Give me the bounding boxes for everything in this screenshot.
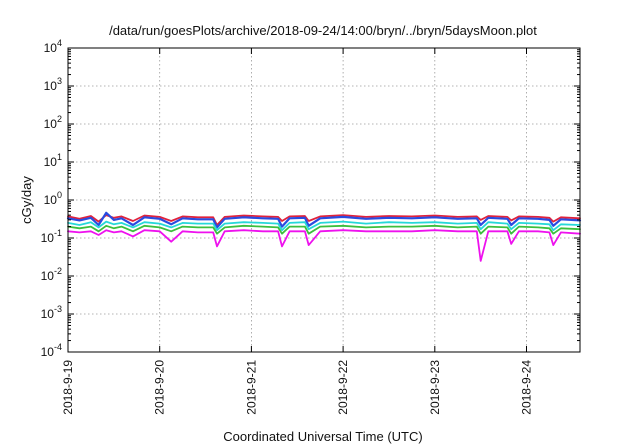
y-tick-base: 10 [44, 117, 58, 131]
y-tick-label: 101 [44, 152, 62, 169]
y-tick-base: 10 [41, 269, 55, 283]
x-tick-label: 2018-9-24 [520, 360, 534, 415]
y-tick-exponent: 3 [57, 76, 62, 86]
x-tick-labels: 2018-9-19 2018-9-20 2018-9-21 2018-9-22 2018… [61, 360, 534, 415]
y-tick-exponent: 2 [57, 114, 62, 124]
series-line-3 [67, 220, 581, 232]
x-tick-label: 2018-9-23 [428, 360, 442, 415]
y-tick-label: 103 [44, 76, 62, 93]
y-tick-label: 100 [44, 190, 62, 207]
series-line-1 [67, 214, 581, 226]
chart-title: /data/run/goesPlots/archive/2018-09-24/1… [109, 23, 537, 38]
series-line-2 [66, 211, 582, 229]
y-tick-exponent: 1 [57, 152, 62, 162]
y-tick-exponent: -1 [54, 228, 62, 238]
axis-ticks [67, 47, 580, 353]
y-tick-exponent: 0 [57, 190, 62, 200]
grid-lines [68, 48, 580, 352]
y-tick-label: 10-2 [41, 266, 62, 283]
y-tick-label: 10-1 [41, 228, 62, 245]
series-line-5 [67, 229, 581, 262]
x-tick-label: 2018-9-20 [153, 360, 167, 415]
x-tick-label: 2018-9-19 [61, 360, 75, 415]
y-tick-label: 10-4 [41, 342, 62, 359]
x-tick-label: 2018-9-21 [244, 360, 258, 415]
y-tick-base: 10 [44, 41, 58, 55]
y-tick-base: 10 [41, 345, 55, 359]
data-series [66, 211, 582, 262]
y-tick-exponent: -4 [54, 342, 62, 352]
y-tick-base: 10 [44, 79, 58, 93]
y-tick-exponent: -3 [54, 304, 62, 314]
y-tick-exponent: -2 [54, 266, 62, 276]
y-tick-base: 10 [44, 193, 58, 207]
y-tick-base: 10 [41, 231, 55, 245]
y-tick-exponent: 4 [57, 38, 62, 48]
y-tick-base: 10 [44, 155, 58, 169]
series-line-4 [67, 224, 581, 235]
y-tick-label: 10-3 [41, 304, 62, 321]
x-axis-label: Coordinated Universal Time (UTC) [223, 429, 422, 444]
x-tick-label: 2018-9-22 [336, 360, 350, 415]
y-tick-base: 10 [41, 307, 55, 321]
y-tick-label: 104 [44, 38, 62, 55]
y-axis-label: cGy/day [19, 176, 34, 224]
y-tick-label: 102 [44, 114, 62, 131]
